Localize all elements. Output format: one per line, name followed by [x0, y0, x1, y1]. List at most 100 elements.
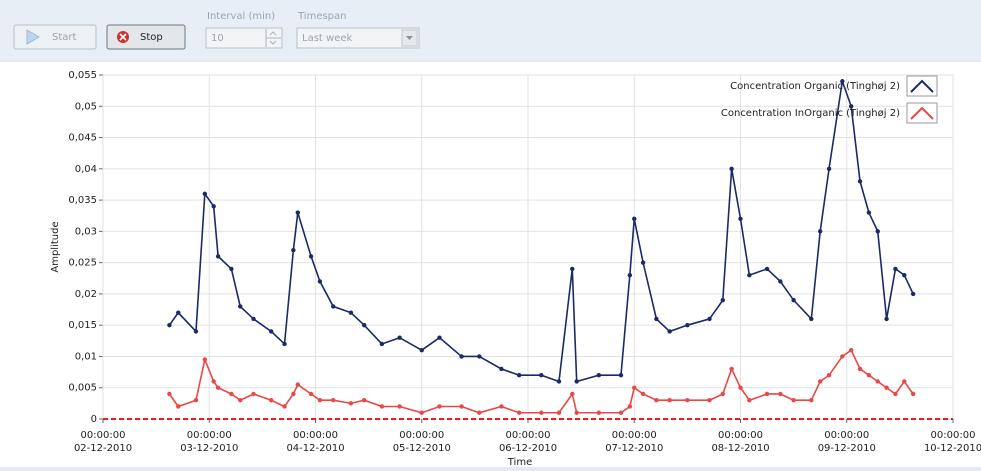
data-point — [361, 322, 367, 328]
legend-label: Concentration Organic (Tinghøj 2) — [730, 81, 900, 92]
data-point — [738, 385, 743, 390]
data-point — [826, 373, 832, 378]
y-tick-label: 0 — [91, 414, 97, 425]
data-point — [826, 166, 832, 172]
data-point — [574, 379, 579, 384]
data-point — [618, 410, 624, 415]
y-tick-label: 0,035 — [68, 195, 97, 206]
data-point — [640, 391, 646, 397]
data-point — [291, 247, 296, 253]
data-point — [282, 341, 287, 347]
data-point — [202, 357, 208, 362]
data-point — [379, 341, 385, 347]
series — [167, 79, 916, 384]
data-point — [902, 272, 907, 278]
data-point — [654, 398, 659, 403]
legend-icon — [910, 106, 934, 120]
y-axis-title: Amplitude — [50, 221, 61, 272]
data-point — [348, 401, 354, 406]
data-point — [193, 329, 199, 334]
data-point — [176, 310, 181, 315]
x-tick-date: 02-12-2010 — [74, 443, 132, 454]
data-point — [627, 404, 633, 409]
data-point — [570, 266, 575, 272]
timespan-dropdown[interactable]: Last week — [296, 27, 420, 49]
timespan-label: Timespan — [297, 11, 347, 22]
data-point — [419, 348, 424, 353]
data-point — [574, 410, 579, 415]
data-point — [282, 404, 287, 409]
data-point — [516, 373, 522, 378]
data-point — [848, 348, 854, 353]
data-point — [632, 385, 637, 390]
data-point — [167, 391, 172, 397]
data-point — [884, 316, 889, 322]
data-point — [331, 304, 336, 309]
x-tick-label: 00:00:00 — [293, 430, 338, 441]
y-tick-label: 0,005 — [68, 383, 97, 394]
data-point — [477, 410, 482, 415]
data-point — [251, 391, 256, 397]
start-button[interactable]: Start — [13, 24, 97, 50]
data-point — [269, 329, 274, 334]
x-tick-label: 00:00:00 — [399, 430, 444, 441]
x-tick-date: 09-12-2010 — [818, 443, 876, 454]
data-point — [747, 398, 752, 403]
data-point — [884, 385, 889, 390]
data-point — [866, 373, 872, 378]
y-tick-label: 0,045 — [68, 133, 97, 144]
data-point — [910, 391, 916, 397]
data-point — [331, 398, 336, 403]
data-point — [720, 391, 725, 397]
data-point — [778, 279, 783, 284]
x-tick-label: 00:00:00 — [612, 430, 657, 441]
legend-swatch — [906, 75, 938, 97]
legend-icon — [910, 79, 934, 93]
data-point — [193, 398, 199, 403]
stop-button[interactable]: Stop — [106, 24, 186, 50]
start-label: Start — [52, 32, 77, 43]
data-point — [640, 260, 646, 265]
y-tick-label: 0,015 — [68, 320, 97, 331]
data-point — [667, 398, 672, 403]
x-tick-date: 05-12-2010 — [393, 443, 451, 454]
data-point — [848, 104, 854, 109]
x-tick-label: 00:00:00 — [506, 430, 551, 441]
data-point — [348, 310, 354, 315]
data-point — [295, 382, 300, 387]
data-point — [764, 266, 770, 272]
x-tick-label: 00:00:00 — [931, 430, 976, 441]
data-point — [809, 398, 814, 403]
data-point — [499, 404, 504, 409]
data-point — [729, 366, 734, 372]
data-point — [539, 410, 544, 415]
legend-swatch — [906, 102, 938, 124]
x-axis-title: Time — [507, 457, 532, 467]
data-point — [778, 391, 783, 397]
data-point — [317, 279, 323, 284]
interval-input[interactable]: 10 — [205, 27, 283, 49]
x-tick-label: 00:00:00 — [718, 430, 763, 441]
data-point — [251, 316, 256, 322]
data-point — [685, 322, 690, 328]
data-point — [902, 379, 907, 384]
data-point — [215, 385, 221, 390]
data-point — [729, 166, 734, 172]
data-point — [667, 329, 672, 334]
data-point — [893, 391, 898, 397]
data-point — [556, 410, 562, 415]
data-point — [556, 379, 562, 384]
x-tick-label: 00:00:00 — [824, 430, 869, 441]
data-point — [570, 391, 575, 397]
data-point — [791, 297, 796, 303]
data-point — [840, 79, 845, 84]
data-point — [618, 373, 624, 378]
data-point — [317, 398, 323, 403]
x-tick-date: 10-12-2010 — [924, 443, 981, 454]
x-tick-date: 03-12-2010 — [180, 443, 238, 454]
data-point — [857, 366, 863, 372]
data-point — [596, 373, 602, 378]
x-tick-label: 00:00:00 — [187, 430, 232, 441]
